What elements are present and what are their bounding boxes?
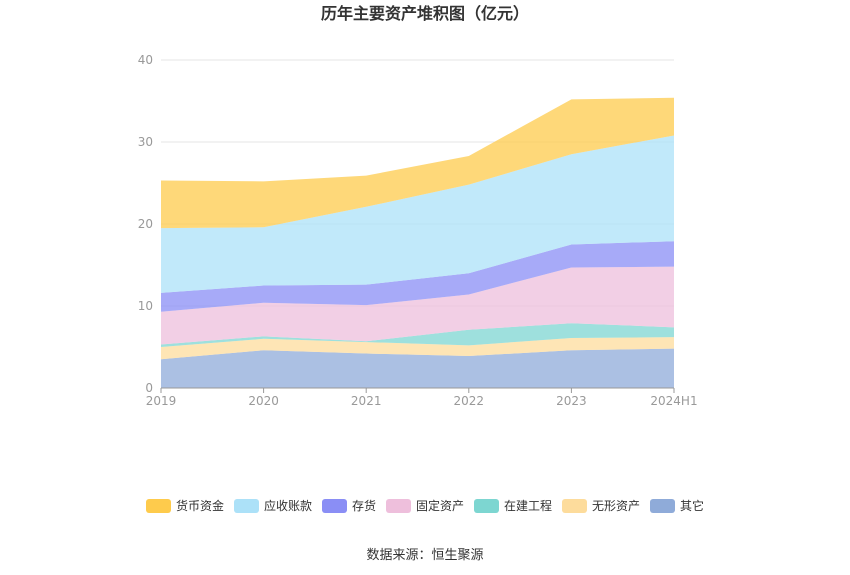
y-tick-label: 10: [138, 299, 153, 313]
x-tick-label: 2020: [248, 394, 279, 408]
legend-item: 应收账款: [234, 498, 312, 513]
legend-swatch: [474, 499, 499, 513]
area-无形资产: [161, 337, 674, 360]
legend-label: 固定资产: [416, 498, 464, 513]
x-tick-label: 2019: [146, 394, 177, 408]
legend-item: 货币资金: [146, 498, 224, 513]
source-note: 数据来源：恒生聚源: [366, 548, 483, 563]
y-tick-label: 30: [138, 135, 153, 149]
x-tick-label: 2022: [454, 394, 485, 408]
legend-label: 货币资金: [176, 498, 224, 513]
axes: 0 10 20 30 40 2019 2020 2021 2022 2023 2024H1: [138, 53, 698, 408]
legend-label: 在建工程: [504, 498, 552, 513]
legend-label: 无形资产: [592, 499, 640, 513]
legend-item: 其它: [650, 498, 704, 513]
area-货币资金: [161, 97, 674, 229]
legend-swatch: [146, 499, 171, 513]
area-固定资产: [161, 266, 674, 345]
legend-swatch: [650, 499, 675, 513]
y-tick-label: 40: [138, 53, 153, 67]
legend-swatch: [234, 499, 259, 513]
x-tick-label: 2023: [556, 394, 587, 408]
area-在建工程: [161, 323, 674, 347]
area-存货: [161, 241, 674, 312]
legend-swatch: [386, 499, 411, 513]
legend-item: 固定资产: [386, 498, 464, 513]
y-tick-label: 20: [138, 217, 153, 231]
y-tick-label: 0: [145, 381, 153, 395]
area-应收账款: [161, 135, 674, 293]
chart-title: 历年主要资产堆积图（亿元）: [321, 4, 529, 23]
x-tick-label: 2021: [351, 394, 382, 408]
legend-swatch: [322, 499, 347, 513]
legend-item: 在建工程: [474, 498, 552, 513]
legend-label: 应收账款: [264, 498, 312, 513]
legend-item: 无形资产: [562, 499, 640, 513]
legend-item: 存货: [322, 498, 376, 513]
area-series: [161, 97, 674, 388]
area-其它: [161, 348, 674, 388]
legend-label: 其它: [680, 498, 704, 513]
legend-label: 存货: [352, 498, 376, 513]
x-tick-label: 2024H1: [650, 394, 697, 408]
legend-swatch: [562, 499, 587, 513]
legend: 货币资金 应收账款 存货 固定资产 在建工程 无形资产 其它: [146, 498, 704, 513]
